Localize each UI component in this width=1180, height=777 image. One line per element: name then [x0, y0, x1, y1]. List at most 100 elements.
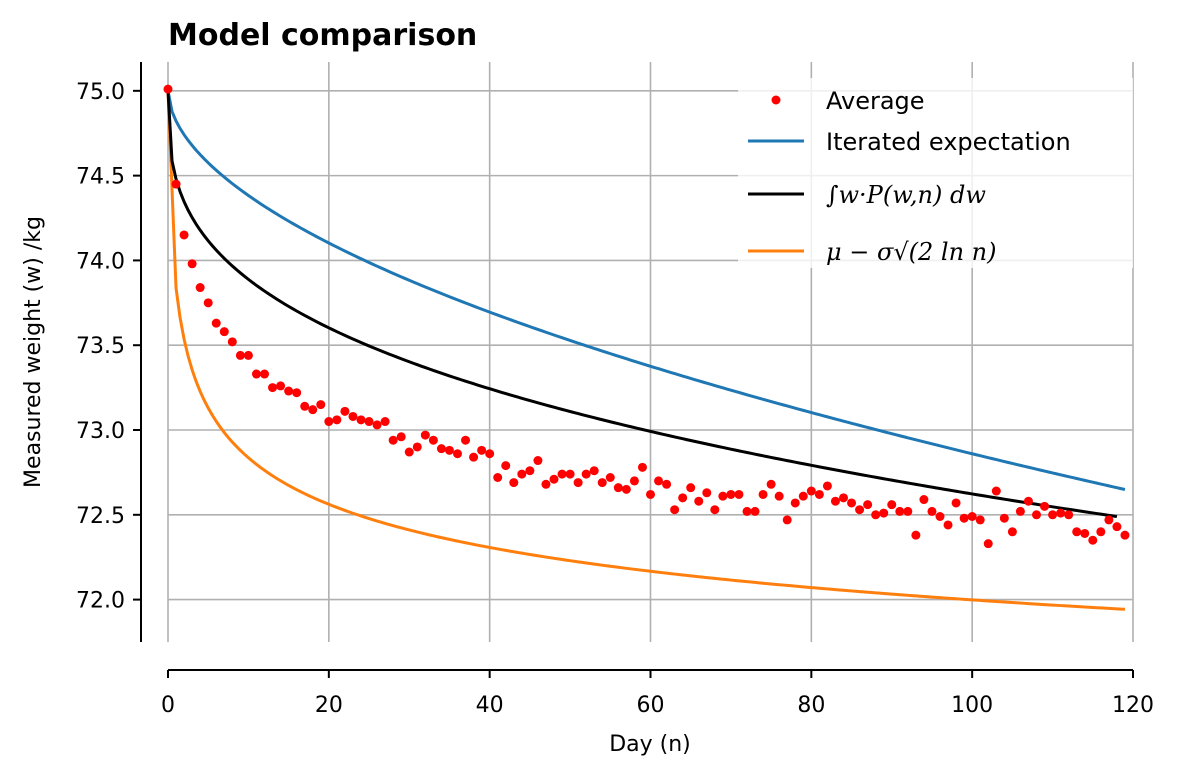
legend-box	[738, 78, 1133, 268]
average-point	[999, 513, 1009, 523]
average-point	[308, 405, 318, 415]
average-point	[589, 466, 599, 476]
average-point	[1080, 528, 1090, 538]
average-point	[356, 415, 366, 425]
line-iterated-expectation	[166, 90, 1126, 491]
average-point	[1056, 508, 1066, 518]
average-point	[364, 417, 374, 427]
average-point	[903, 506, 913, 516]
average-point	[292, 388, 302, 398]
average-point	[637, 462, 647, 472]
y-ticks: 72.0 72.5 73.0 73.5 74.0 74.5 75.0	[76, 80, 141, 614]
average-point	[710, 505, 720, 515]
average-point	[766, 479, 776, 489]
average-point	[404, 447, 414, 457]
average-point	[493, 473, 503, 482]
average-point	[477, 445, 487, 455]
average-point	[461, 435, 471, 445]
average-point	[613, 483, 623, 493]
average-point	[646, 489, 655, 499]
average-point	[718, 491, 728, 501]
average-point	[260, 369, 269, 379]
x-tick-label: 100	[951, 693, 993, 718]
average-point	[243, 350, 253, 360]
average-point	[919, 495, 929, 505]
average-point	[822, 481, 832, 491]
average-point	[871, 510, 881, 520]
average-point	[855, 505, 865, 515]
average-point	[790, 498, 800, 508]
average-point	[557, 469, 567, 479]
average-point	[509, 478, 519, 488]
average-point	[316, 400, 326, 410]
average-point	[396, 432, 406, 442]
average-point	[1088, 535, 1098, 545]
average-point	[211, 318, 221, 328]
average-point	[814, 489, 824, 499]
average-point	[340, 406, 350, 416]
average-point	[798, 491, 808, 501]
average-point	[1048, 510, 1058, 520]
average-point	[1023, 496, 1033, 506]
average-point	[782, 515, 792, 525]
legend-label-average: Average	[826, 87, 925, 115]
average-point	[758, 489, 768, 499]
average-point	[1104, 515, 1114, 525]
average-point	[1032, 510, 1041, 520]
average-point	[428, 435, 438, 445]
average-point	[444, 445, 454, 455]
average-point	[276, 381, 286, 391]
legend-label-iterated: Iterated expectation	[826, 128, 1071, 156]
average-point	[573, 478, 583, 488]
average-point	[1072, 527, 1082, 537]
y-tick-label: 74.0	[76, 249, 125, 274]
average-point	[179, 230, 189, 240]
average-point	[830, 496, 840, 506]
average-point	[219, 327, 229, 337]
x-tick-label: 80	[797, 693, 825, 718]
x-ticks: 0 20 40 60 80 100 120	[161, 670, 1154, 718]
y-tick-label: 72.0	[76, 589, 125, 614]
average-point	[734, 489, 744, 499]
average-point	[332, 415, 342, 425]
average-point	[171, 179, 181, 189]
average-point	[485, 449, 495, 459]
x-tick-label: 0	[161, 693, 175, 718]
legend-label-bound: μ − σ√(2 ln n)	[826, 238, 996, 266]
average-point	[541, 479, 551, 489]
average-point	[839, 493, 848, 503]
average-point	[911, 530, 921, 540]
average-point	[694, 496, 704, 506]
average-point	[750, 506, 760, 516]
x-tick-label: 40	[476, 693, 504, 718]
average-point	[863, 500, 873, 510]
average-point	[702, 488, 712, 498]
y-tick-label: 72.5	[76, 504, 125, 529]
series-layer	[163, 84, 1130, 611]
average-point	[227, 337, 237, 347]
average-point	[388, 435, 398, 445]
chart-title: Model comparison	[168, 18, 477, 53]
line-bound	[166, 90, 1126, 611]
average-point	[412, 442, 422, 452]
average-point	[806, 486, 816, 496]
average-point	[501, 461, 511, 471]
average-point	[163, 84, 173, 94]
x-tick-label: 20	[315, 693, 343, 718]
average-point	[1112, 522, 1122, 532]
average-point	[1015, 506, 1025, 516]
average-point	[597, 478, 607, 488]
average-point	[436, 444, 446, 454]
average-point	[935, 512, 945, 521]
average-point	[324, 417, 334, 427]
average-point	[629, 476, 639, 486]
average-point	[268, 383, 278, 393]
average-point	[927, 506, 937, 516]
average-point	[348, 411, 358, 421]
average-point	[975, 515, 985, 525]
average-point	[895, 506, 905, 516]
average-point	[670, 505, 680, 515]
average-point	[300, 401, 310, 411]
average-point	[847, 498, 857, 508]
legend-marker-average	[771, 95, 781, 105]
